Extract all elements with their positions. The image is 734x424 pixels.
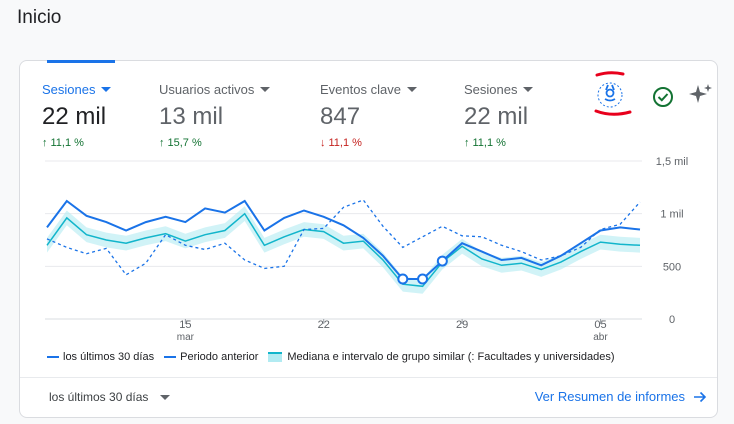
metric-value: 847 xyxy=(320,103,361,130)
view-reports-label: Ver Resumen de informes xyxy=(534,389,685,404)
metric-delta: ↑ 15,7 % xyxy=(159,137,202,149)
status-button[interactable] xyxy=(651,85,675,114)
legend-item-peer: Mediana e intervalo de grupo similar (: … xyxy=(268,351,615,363)
metric-value: 22 mil xyxy=(42,103,107,130)
arrow-up-icon: ↑ xyxy=(464,137,470,149)
current-period-line xyxy=(46,199,641,280)
page-title: Inicio xyxy=(17,7,62,28)
highlight-point xyxy=(436,255,448,267)
x-tick-label: 05 xyxy=(594,319,606,331)
insights-button[interactable] xyxy=(688,82,714,113)
highlight-point xyxy=(417,273,429,285)
metric-value: 13 mil xyxy=(159,103,224,130)
dashed-line-icon xyxy=(164,356,177,358)
metric-delta: ↑ 11,1 % xyxy=(42,137,84,149)
band-icon xyxy=(268,352,283,362)
peer-range-band xyxy=(47,206,640,294)
metric-tab-eventos-clave[interactable]: Eventos clave 847 ↓ 11,1 % xyxy=(320,81,417,149)
chevron-down-icon xyxy=(160,395,171,400)
metric-delta: ↓ 11,1 % xyxy=(320,137,362,149)
date-range-label: los últimos 30 días xyxy=(49,390,149,404)
card-divider xyxy=(20,377,717,378)
date-range-select[interactable]: los últimos 30 días xyxy=(49,390,171,404)
peer-median-line xyxy=(46,212,641,288)
x-tick-sublabel: abr xyxy=(593,332,608,343)
highlight-point xyxy=(397,273,409,285)
arrow-up-icon: ↑ xyxy=(42,137,48,149)
legend-item-previous: Periodo anterior xyxy=(164,351,258,363)
x-tick-label: 22 xyxy=(318,319,330,331)
chevron-down-icon xyxy=(101,87,112,92)
metric-value: 22 mil xyxy=(464,103,529,130)
arrow-up-icon: ↑ xyxy=(159,137,165,149)
previous-period-line xyxy=(46,199,641,276)
sparkle-icon xyxy=(689,84,712,103)
arrow-down-icon: ↓ xyxy=(320,137,326,149)
y-tick-label: 1 mil xyxy=(660,209,683,221)
ribbon-badge-icon xyxy=(594,71,632,116)
active-tab-indicator xyxy=(47,60,115,63)
y-tick-label: 1,5 mil xyxy=(656,156,688,168)
check-circle-icon xyxy=(653,87,673,107)
benchmark-button[interactable] xyxy=(590,71,640,126)
chevron-down-icon xyxy=(260,87,271,92)
x-tick-sublabel: mar xyxy=(177,332,195,343)
arrow-right-icon xyxy=(694,391,707,402)
y-tick-label: 0 xyxy=(669,314,675,326)
metric-label: Usuarios activos xyxy=(159,81,255,97)
legend-item-current: los últimos 30 días xyxy=(47,351,154,363)
metric-tab-sesiones-2[interactable]: Sesiones 22 mil ↑ 11,1 % xyxy=(464,81,534,149)
metric-label: Sesiones xyxy=(42,81,96,97)
metric-label: Eventos clave xyxy=(320,81,401,97)
chart-legend: los últimos 30 días Periodo anterior Med… xyxy=(47,351,625,363)
home-overview-card: Sesiones 22 mil ↑ 11,1 % Usuarios activos… xyxy=(19,60,718,418)
view-reports-link[interactable]: Ver Resumen de informes xyxy=(535,389,707,404)
x-tick-label: 29 xyxy=(456,319,468,331)
y-tick-label: 500 xyxy=(663,261,681,273)
metric-label: Sesiones xyxy=(464,81,518,97)
metric-tab-usuarios-activos[interactable]: Usuarios activos 13 mil ↑ 15,7 % xyxy=(159,81,271,149)
x-tick-label: 15 xyxy=(179,319,191,331)
chevron-down-icon xyxy=(406,87,417,92)
metric-delta: ↑ 11,1 % xyxy=(464,137,506,149)
chevron-down-icon xyxy=(523,87,534,92)
metric-tab-sesiones[interactable]: Sesiones 22 mil ↑ 11,1 % xyxy=(42,81,112,149)
solid-line-icon xyxy=(47,356,59,358)
